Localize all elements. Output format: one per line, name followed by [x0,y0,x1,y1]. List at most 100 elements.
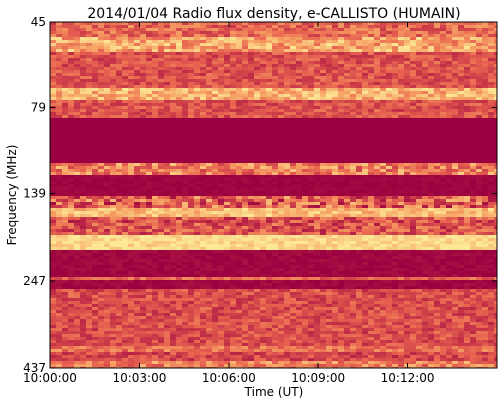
heat-cell [380,88,386,91]
heat-cell [272,37,278,40]
heat-cell [440,124,446,127]
heat-cell [338,76,344,79]
heat-cell [344,115,350,118]
heat-cell [230,163,236,166]
heat-cell [218,52,224,55]
heat-cell [440,130,446,133]
heat-cell [128,154,134,157]
heat-cell [56,145,62,148]
heat-cell [392,190,398,193]
heat-cell [488,211,494,214]
heat-cell [212,88,218,91]
heat-cell [170,61,176,64]
heat-cell [452,145,458,148]
heat-cell [140,208,146,211]
heat-cell [482,37,488,40]
heat-cell [488,199,494,202]
heat-cell [98,91,104,94]
heat-cell [188,31,194,34]
heat-cell [344,127,350,130]
heat-cell [302,187,308,190]
heat-cell [56,64,62,67]
heat-cell [440,64,446,67]
heat-cell [290,142,296,145]
heat-cell [302,205,308,208]
heat-cell [116,193,122,196]
heat-cell [260,217,266,220]
heat-cell [266,118,272,121]
heat-cell [194,163,200,166]
heat-cell [218,106,224,109]
heat-cell [320,187,326,190]
heat-cell [470,91,476,94]
heat-cell [134,34,140,37]
heat-cell [398,103,404,106]
heat-cell [344,94,350,97]
heat-cell [68,91,74,94]
heat-cell [362,79,368,82]
heat-cell [446,82,452,85]
heat-cell [170,115,176,118]
heat-cell [410,67,416,70]
heat-cell [164,58,170,61]
heat-cell [386,124,392,127]
heat-cell [362,199,368,202]
heat-cell [356,67,362,70]
heat-cell [50,115,56,118]
heat-cell [236,91,242,94]
heat-cell [230,184,236,187]
heat-cell [488,145,494,148]
heat-cell [380,67,386,70]
heat-cell [314,175,320,178]
heat-cell [176,175,182,178]
heat-cell [254,175,260,178]
heat-cell [458,121,464,124]
heat-cell [224,214,230,217]
heat-cell [302,94,308,97]
heat-cell [488,40,494,43]
heat-cell [458,142,464,145]
heat-cell [434,91,440,94]
heat-cell [368,73,374,76]
heat-cell [206,40,212,43]
heat-cell [326,100,332,103]
heat-cell [362,28,368,31]
heat-cell [212,34,218,37]
heat-cell [86,127,92,130]
heat-cell [170,103,176,106]
heat-cell [362,127,368,130]
heat-cell [68,25,74,28]
heat-cell [266,160,272,163]
heat-cell [488,196,494,199]
heat-cell [134,67,140,70]
heat-cell [308,148,314,151]
heat-cell [440,70,446,73]
heat-cell [398,181,404,184]
heat-cell [458,58,464,61]
heat-cell [56,157,62,160]
heat-cell [404,142,410,145]
heat-cell [278,76,284,79]
heat-cell [98,160,104,163]
heat-cell [350,112,356,115]
heat-cell [110,34,116,37]
heat-cell [422,58,428,61]
heat-cell [476,139,482,142]
heat-cell [200,61,206,64]
heat-cell [170,52,176,55]
heat-cell [200,136,206,139]
heat-cell [224,52,230,55]
heat-cell [146,88,152,91]
heat-cell [392,49,398,52]
heat-cell [476,49,482,52]
heat-cell [230,25,236,28]
heat-cell [80,94,86,97]
heat-cell [170,97,176,100]
heat-cell [152,64,158,67]
heat-cell [416,82,422,85]
heat-cell [242,94,248,97]
heat-cell [302,106,308,109]
heat-cell [410,169,416,172]
heat-cell [296,157,302,160]
heat-cell [158,202,164,205]
